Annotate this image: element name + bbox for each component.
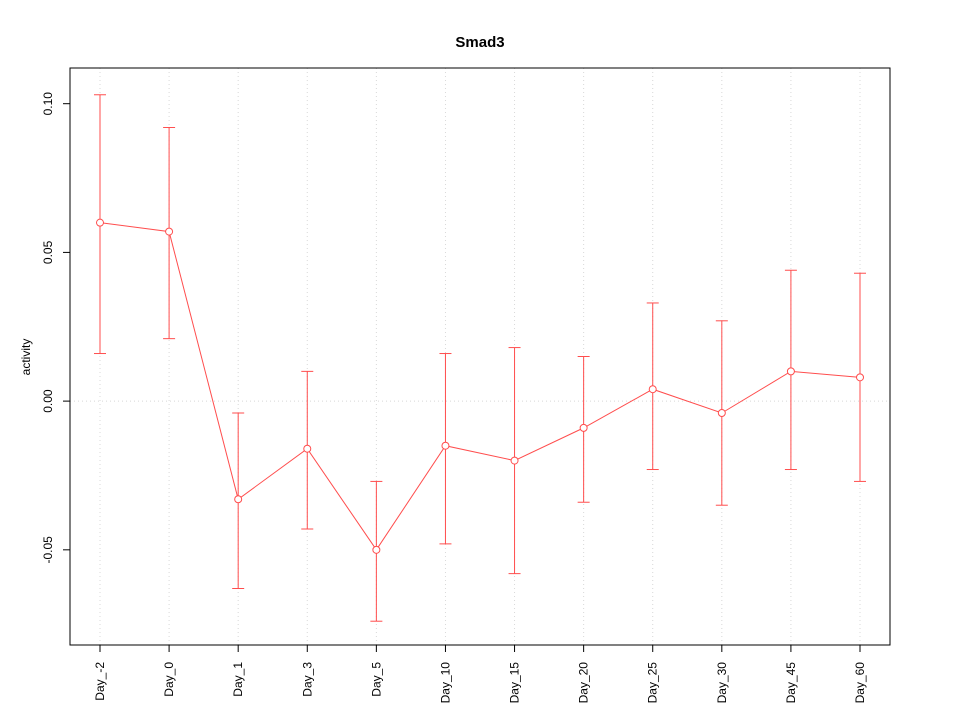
error-bars — [94, 94, 866, 622]
y-tick-label: -0.05 — [41, 536, 55, 564]
series-line — [99, 222, 861, 551]
x-tick-label: Day_5 — [369, 662, 383, 697]
x-tick-label: Day_20 — [577, 662, 591, 704]
x-tick-label: Day_3 — [300, 662, 314, 697]
chart-title: Smad3 — [455, 34, 505, 51]
data-point — [234, 495, 243, 504]
x-tick-label: Day_1 — [231, 662, 245, 697]
y-tick-label: 0.05 — [41, 240, 55, 264]
data-point — [303, 444, 312, 453]
data-point — [372, 545, 381, 554]
data-points — [96, 218, 864, 554]
x-tick-label: Day_45 — [784, 662, 798, 704]
x-tick-label: Day_-2 — [93, 662, 107, 701]
y-tick-label: 0.10 — [41, 92, 55, 116]
x-tick-label: Day_10 — [438, 662, 452, 704]
x-tick-label: Day_0 — [162, 662, 176, 697]
plot-border — [69, 67, 891, 646]
data-point — [579, 423, 588, 432]
gridlines — [70, 68, 890, 645]
x-tick-label: Day_15 — [508, 662, 522, 704]
x-tick-label: Day_30 — [715, 662, 729, 704]
y-axis: -0.05 0.00 0.05 0.10 — [41, 92, 70, 564]
data-point — [165, 227, 174, 236]
data-point — [856, 373, 864, 382]
data-point — [96, 218, 104, 227]
data-point — [648, 385, 657, 394]
data-point — [717, 409, 726, 418]
y-tick-label: 0.00 — [41, 389, 55, 413]
x-tick-label: Day_60 — [853, 662, 867, 704]
data-point — [510, 456, 519, 465]
x-axis: Day_-2 Day_0 Day_1 Day_3 Day_5 Day_10 Day_15 Da… — [93, 645, 867, 703]
data-point — [441, 441, 450, 450]
x-tick-label: Day_25 — [646, 662, 660, 704]
data-point — [786, 367, 795, 376]
